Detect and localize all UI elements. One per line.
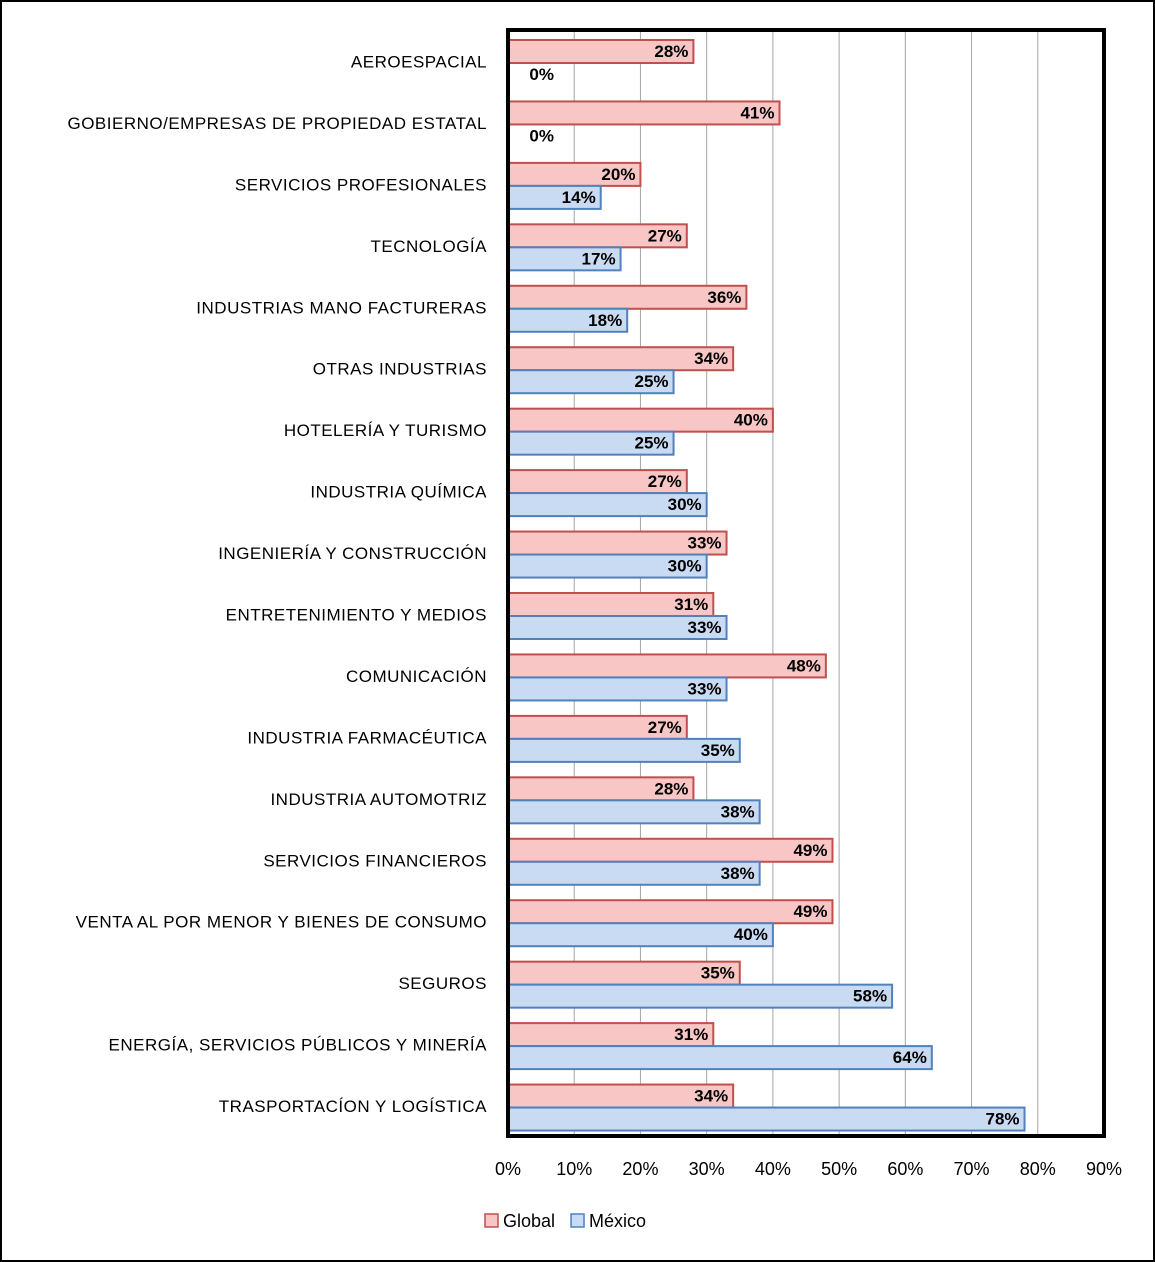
bar: [507, 1106, 1026, 1132]
y-tick-label: AEROESPACIAL: [351, 52, 487, 71]
y-tick-label: INDUSTRIA FARMACÉUTICA: [247, 728, 487, 747]
value-label: 48%: [787, 656, 821, 675]
value-label: 30%: [668, 495, 702, 514]
value-label: 34%: [694, 1087, 728, 1106]
value-label: 35%: [701, 964, 735, 983]
y-tick-label: INGENIERÍA Y CONSTRUCCIÓN: [218, 544, 487, 563]
value-label: 27%: [648, 472, 682, 491]
x-tick-label: 70%: [954, 1159, 990, 1179]
y-tick-label: ENERGÍA, SERVICIOS PÚBLICOS Y MINERÍA: [109, 1036, 488, 1055]
legend-label: Global: [503, 1211, 555, 1231]
x-tick-label: 20%: [622, 1159, 658, 1179]
value-label: 41%: [740, 103, 774, 122]
y-tick-label: HOTELERÍA Y TURISMO: [284, 421, 487, 440]
value-label: 38%: [721, 802, 755, 821]
y-tick-label: COMUNICACIÓN: [346, 667, 487, 686]
x-tick-label: 10%: [556, 1159, 592, 1179]
y-tick-label: SERVICIOS PROFESIONALES: [235, 175, 487, 194]
value-label: 25%: [635, 434, 669, 453]
y-tick-label: TECNOLOGÍA: [371, 237, 488, 256]
y-tick-label: TRASPORTACÍON Y LOGÍSTICA: [219, 1097, 487, 1116]
x-tick-label: 30%: [689, 1159, 725, 1179]
value-label: 33%: [688, 534, 722, 553]
value-label: 38%: [721, 864, 755, 883]
value-label: 64%: [893, 1048, 927, 1067]
value-label: 40%: [734, 411, 768, 430]
value-label: 30%: [668, 557, 702, 576]
x-tick-label: 40%: [755, 1159, 791, 1179]
y-tick-label: OTRAS INDUSTRIAS: [313, 360, 487, 379]
bar: [507, 983, 894, 1009]
bar: [507, 899, 834, 925]
y-tick-label: ENTRETENIMIENTO Y MEDIOS: [226, 605, 487, 624]
value-label: 25%: [635, 372, 669, 391]
y-tick-label: GOBIERNO/EMPRESAS DE PROPIEDAD ESTATAL: [67, 114, 487, 133]
value-label: 0%: [529, 65, 554, 84]
y-tick-label: INDUSTRIAS MANO FACTURERAS: [196, 298, 487, 317]
x-tick-label: 50%: [821, 1159, 857, 1179]
value-label: 27%: [648, 226, 682, 245]
value-label: 34%: [694, 349, 728, 368]
legend-swatch: [484, 1213, 499, 1228]
value-label: 33%: [688, 618, 722, 637]
bar: [507, 1045, 933, 1071]
x-tick-label: 60%: [887, 1159, 923, 1179]
legend-swatch: [570, 1213, 585, 1228]
x-tick-label: 0%: [495, 1159, 521, 1179]
y-tick-label: VENTA AL POR MENOR Y BIENES DE CONSUMO: [76, 913, 487, 932]
value-label: 18%: [588, 311, 622, 330]
value-label: 35%: [701, 741, 735, 760]
value-label: 33%: [688, 679, 722, 698]
bar: [507, 100, 781, 126]
value-label: 49%: [793, 841, 827, 860]
value-label: 36%: [707, 288, 741, 307]
value-label: 78%: [986, 1110, 1020, 1129]
value-label: 0%: [529, 126, 554, 145]
x-tick-label: 80%: [1020, 1159, 1056, 1179]
value-label: 14%: [562, 188, 596, 207]
legend-label: México: [589, 1211, 646, 1231]
value-label: 28%: [654, 42, 688, 61]
value-label: 49%: [793, 902, 827, 921]
value-label: 28%: [654, 779, 688, 798]
value-label: 31%: [674, 595, 708, 614]
value-label: 17%: [582, 249, 616, 268]
y-tick-label: INDUSTRIA QUÍMICA: [310, 483, 487, 502]
value-label: 40%: [734, 925, 768, 944]
y-tick-label: SERVICIOS FINANCIEROS: [263, 851, 487, 870]
y-tick-label: SEGUROS: [398, 974, 487, 993]
value-label: 20%: [601, 165, 635, 184]
value-label: 27%: [648, 718, 682, 737]
x-tick-label: 90%: [1086, 1159, 1122, 1179]
value-label: 31%: [674, 1025, 708, 1044]
value-label: 58%: [853, 987, 887, 1006]
bar: [507, 653, 827, 679]
bar: [507, 837, 834, 863]
plot-frame: [506, 28, 1106, 1138]
y-tick-label: INDUSTRIA AUTOMOTRIZ: [270, 790, 487, 809]
